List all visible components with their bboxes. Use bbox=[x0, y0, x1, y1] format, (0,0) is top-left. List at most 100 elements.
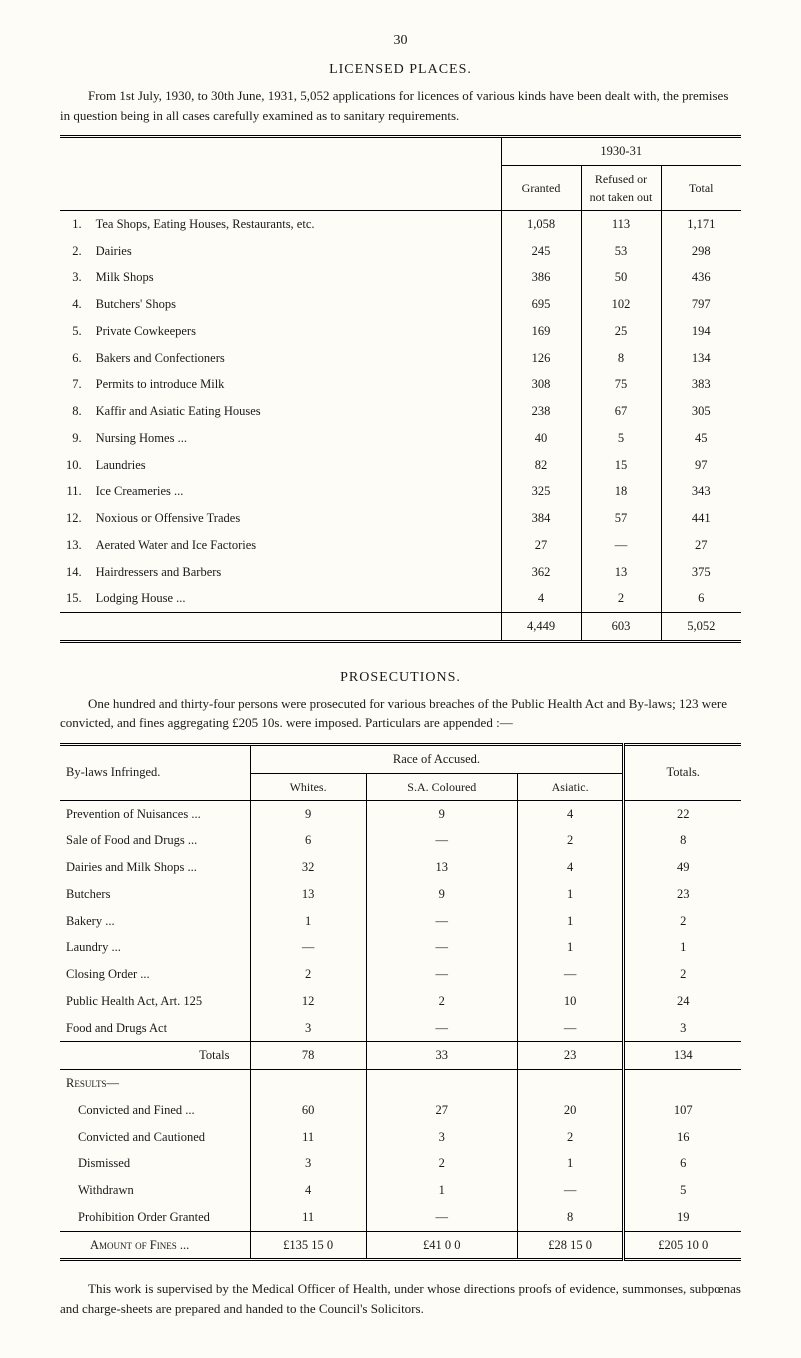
row-coloured: — bbox=[366, 1204, 517, 1231]
row-granted: 384 bbox=[501, 505, 581, 532]
t1-group-header: 1930-31 bbox=[501, 137, 741, 166]
amount-total: £205 10 0 bbox=[624, 1231, 741, 1260]
row-granted: 40 bbox=[501, 425, 581, 452]
table-row: 2.Dairies24553298 bbox=[60, 238, 741, 265]
row-label: Aerated Water and Ice Factories bbox=[90, 532, 501, 559]
section-title-2: PROSECUTIONS. bbox=[60, 667, 741, 688]
row-refused: 2 bbox=[581, 585, 661, 612]
row-label: Prevention of Nuisances ... bbox=[60, 800, 250, 827]
row-coloured: — bbox=[366, 961, 517, 988]
totals-whites: 78 bbox=[250, 1042, 366, 1070]
table-row: Prohibition Order Granted11—819 bbox=[60, 1204, 741, 1231]
row-label: Laundries bbox=[90, 452, 501, 479]
row-label: Dairies and Milk Shops ... bbox=[60, 854, 250, 881]
row-label: Public Health Act, Art. 125 bbox=[60, 988, 250, 1015]
row-coloured: 3 bbox=[366, 1124, 517, 1151]
row-total: 436 bbox=[661, 264, 741, 291]
t1-col-refused: Refused or not taken out bbox=[581, 165, 661, 210]
t2-col-coloured: S.A. Coloured bbox=[366, 773, 517, 800]
table-row: 6.Bakers and Confectioners1268134 bbox=[60, 345, 741, 372]
row-coloured: 9 bbox=[366, 881, 517, 908]
row-coloured: — bbox=[366, 827, 517, 854]
row-whites: 11 bbox=[250, 1204, 366, 1231]
t1-total-total: 5,052 bbox=[661, 613, 741, 642]
t1-total-refused: 603 bbox=[581, 613, 661, 642]
row-granted: 1,058 bbox=[501, 210, 581, 237]
row-whites: 11 bbox=[250, 1124, 366, 1151]
row-label: Withdrawn bbox=[60, 1177, 250, 1204]
row-refused: 113 bbox=[581, 210, 661, 237]
row-asiatic: 4 bbox=[517, 854, 623, 881]
row-coloured: — bbox=[366, 934, 517, 961]
row-label: Lodging House ... bbox=[90, 585, 501, 612]
table-row: Dairies and Milk Shops ...3213449 bbox=[60, 854, 741, 881]
row-label: Convicted and Fined ... bbox=[60, 1097, 250, 1124]
table-row: Withdrawn41—5 bbox=[60, 1177, 741, 1204]
intro-1: From 1st July, 1930, to 30th June, 1931,… bbox=[60, 86, 741, 125]
row-asiatic: — bbox=[517, 961, 623, 988]
row-granted: 325 bbox=[501, 478, 581, 505]
row-granted: 27 bbox=[501, 532, 581, 559]
row-label: Butchers bbox=[60, 881, 250, 908]
row-whites: 3 bbox=[250, 1015, 366, 1042]
row-coloured: — bbox=[366, 908, 517, 935]
row-asiatic: 1 bbox=[517, 1150, 623, 1177]
amount-row: Amount of Fines ...£135 15 0£41 0 0£28 1… bbox=[60, 1231, 741, 1260]
row-refused: 75 bbox=[581, 371, 661, 398]
row-granted: 4 bbox=[501, 585, 581, 612]
row-asiatic: 8 bbox=[517, 1204, 623, 1231]
row-coloured: 9 bbox=[366, 800, 517, 827]
row-asiatic: 20 bbox=[517, 1097, 623, 1124]
table-row: Butchers139123 bbox=[60, 881, 741, 908]
row-whites: 32 bbox=[250, 854, 366, 881]
t2-col-whites: Whites. bbox=[250, 773, 366, 800]
row-total: 298 bbox=[661, 238, 741, 265]
row-number: 10. bbox=[60, 452, 90, 479]
totals-label: Totals bbox=[60, 1042, 250, 1070]
row-whites: 6 bbox=[250, 827, 366, 854]
t2-left-header: By-laws Infringed. bbox=[60, 744, 250, 800]
row-label: Hairdressers and Barbers bbox=[90, 559, 501, 586]
row-label: Noxious or Offensive Trades bbox=[90, 505, 501, 532]
row-label: Closing Order ... bbox=[60, 961, 250, 988]
row-label: Permits to introduce Milk bbox=[90, 371, 501, 398]
table-row: Food and Drugs Act3——3 bbox=[60, 1015, 741, 1042]
row-granted: 238 bbox=[501, 398, 581, 425]
row-total: 16 bbox=[624, 1124, 741, 1151]
row-refused: 53 bbox=[581, 238, 661, 265]
row-number: 3. bbox=[60, 264, 90, 291]
row-number: 2. bbox=[60, 238, 90, 265]
row-asiatic: 1 bbox=[517, 908, 623, 935]
totals-asiatic: 23 bbox=[517, 1042, 623, 1070]
row-number: 1. bbox=[60, 210, 90, 237]
row-total: 27 bbox=[661, 532, 741, 559]
table-row: Laundry ...——11 bbox=[60, 934, 741, 961]
totals-total: 134 bbox=[624, 1042, 741, 1070]
row-total: 6 bbox=[624, 1150, 741, 1177]
row-total: 375 bbox=[661, 559, 741, 586]
row-coloured: 1 bbox=[366, 1177, 517, 1204]
row-total: 1,171 bbox=[661, 210, 741, 237]
amount-label: Amount of Fines ... bbox=[60, 1231, 250, 1260]
row-label: Sale of Food and Drugs ... bbox=[60, 827, 250, 854]
row-total: 45 bbox=[661, 425, 741, 452]
row-number: 6. bbox=[60, 345, 90, 372]
row-asiatic: — bbox=[517, 1015, 623, 1042]
table-row: Dismissed3216 bbox=[60, 1150, 741, 1177]
row-number: 14. bbox=[60, 559, 90, 586]
row-refused: — bbox=[581, 532, 661, 559]
row-refused: 57 bbox=[581, 505, 661, 532]
row-label: Bakery ... bbox=[60, 908, 250, 935]
row-refused: 102 bbox=[581, 291, 661, 318]
page-number: 30 bbox=[60, 30, 741, 51]
row-granted: 169 bbox=[501, 318, 581, 345]
totals-row: Totals783323134 bbox=[60, 1042, 741, 1070]
table-row: Convicted and Fined ...602720107 bbox=[60, 1097, 741, 1124]
table-row: 1.Tea Shops, Eating Houses, Restaurants,… bbox=[60, 210, 741, 237]
t2-race-header: Race of Accused. bbox=[250, 744, 624, 773]
row-refused: 8 bbox=[581, 345, 661, 372]
table-row: Sale of Food and Drugs ...6—28 bbox=[60, 827, 741, 854]
row-total: 3 bbox=[624, 1015, 741, 1042]
row-number: 15. bbox=[60, 585, 90, 612]
row-asiatic: 2 bbox=[517, 827, 623, 854]
